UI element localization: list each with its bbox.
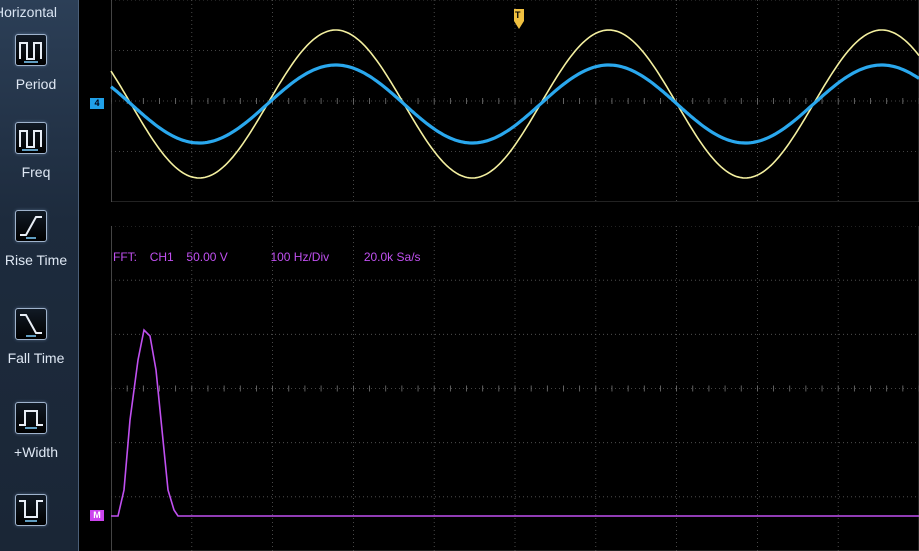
rise-time-button[interactable]: Rise Time [5, 206, 70, 284]
trigger-position-marker[interactable]: T [514, 9, 524, 29]
ch4-ground-marker[interactable]: 4 [90, 98, 104, 109]
fall-time-icon [15, 308, 47, 340]
pos-width-label: +Width [14, 444, 58, 460]
fft-spectrum-trace [111, 328, 919, 517]
fft-label: FFT: [113, 250, 137, 264]
pos-width-button[interactable]: +Width [6, 398, 70, 476]
rise-time-label: Rise Time [4, 252, 68, 268]
fft-graticule [111, 226, 919, 551]
sidebar-title: Horizontal [0, 4, 58, 20]
neg-width-button[interactable] [6, 490, 70, 551]
math-ground-marker[interactable]: M [90, 510, 104, 521]
measure-sidebar: Horizontal Period Freq Rise Time Fall Ti… [0, 0, 79, 551]
freq-icon [15, 122, 47, 154]
ch4-waveform [110, 63, 919, 145]
freq-label: Freq [21, 164, 51, 180]
fall-time-button[interactable]: Fall Time [6, 304, 70, 382]
ch1-waveform [110, 29, 919, 179]
period-icon [15, 34, 47, 66]
trigger-marker-label: T [515, 10, 521, 20]
fft-sample-rate: 20.0k Sa/s [363, 250, 421, 264]
period-label: Period [15, 76, 57, 92]
period-button[interactable]: Period [6, 30, 70, 108]
neg-width-icon [15, 494, 47, 526]
fall-time-label: Fall Time [7, 350, 65, 366]
fft-readout: FFT: CH1 50.00 V 100 Hz/Div 20.0k Sa/s [113, 250, 421, 264]
rise-time-icon [15, 210, 47, 242]
fft-source: CH1 [149, 250, 174, 264]
pos-width-icon [15, 402, 47, 434]
fft-scale: 50.00 V [186, 250, 228, 264]
fft-horizontal-scale: 100 Hz/Div [270, 250, 330, 264]
freq-button[interactable]: Freq [6, 118, 70, 196]
